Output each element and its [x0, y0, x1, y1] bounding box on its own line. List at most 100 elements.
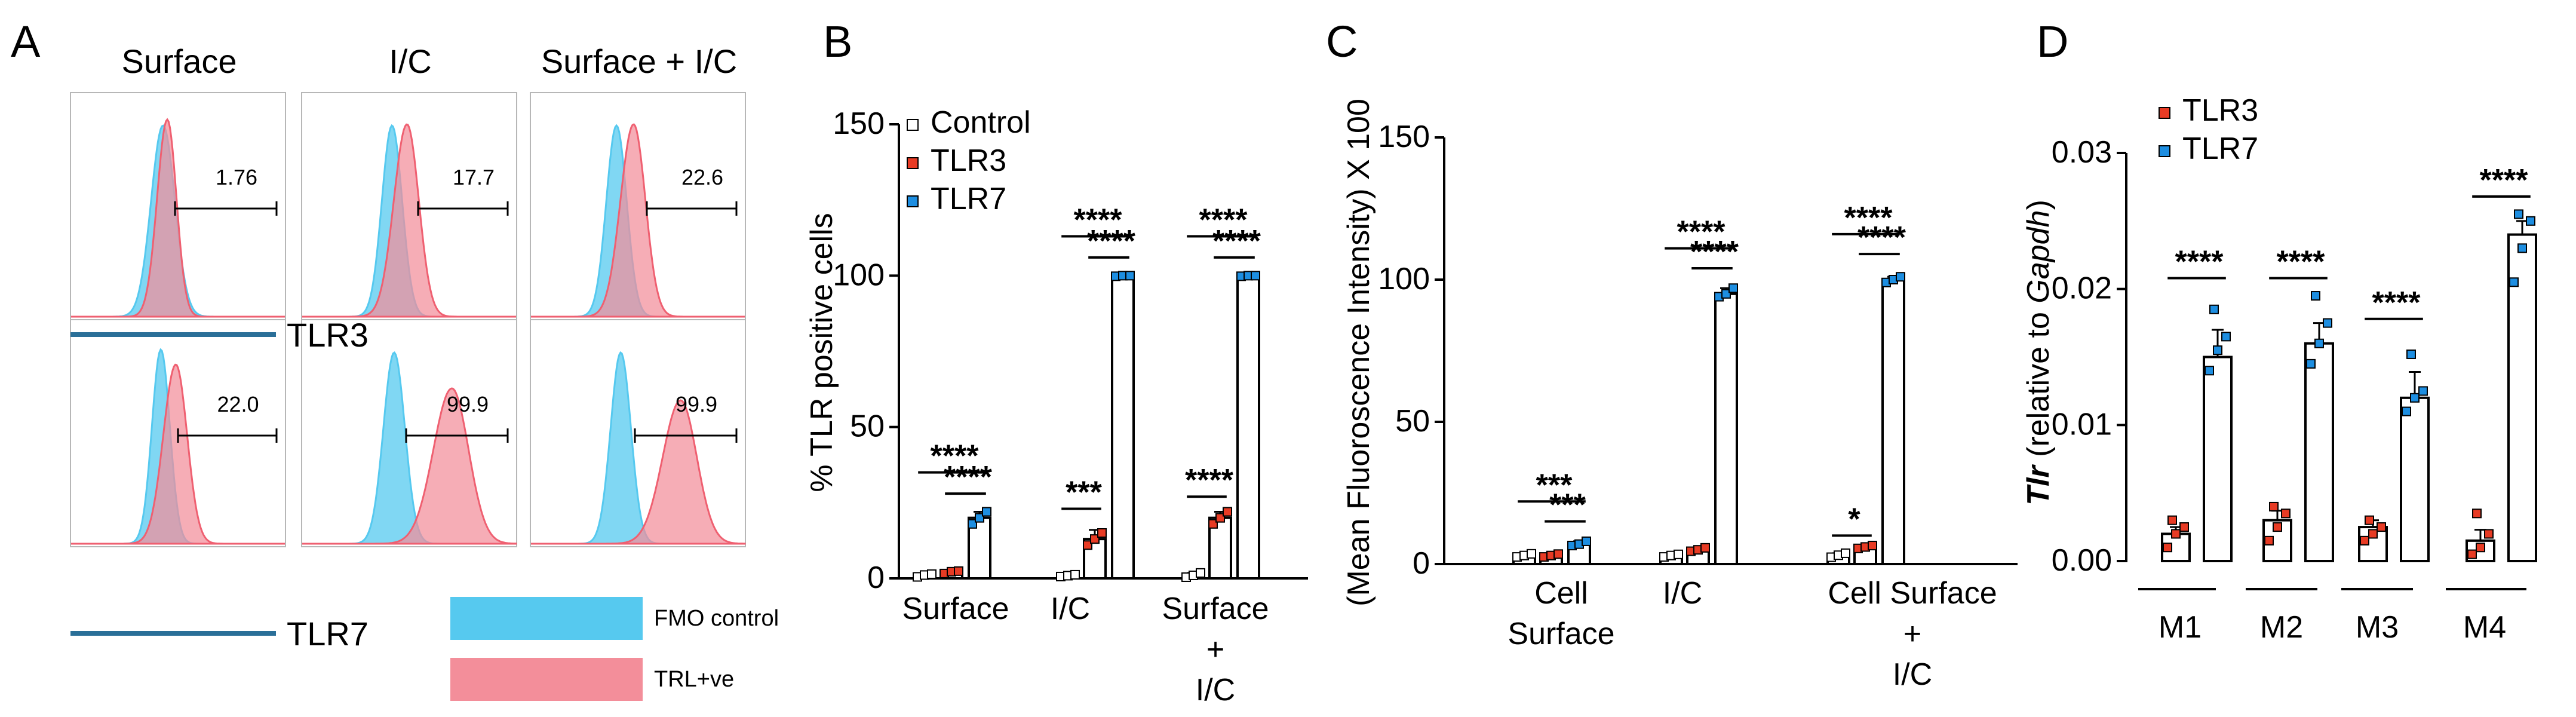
data-point-tlr7 — [2323, 318, 2332, 328]
x-category-label: + — [1206, 632, 1224, 667]
y-axis-label-gene: Tlr — [2021, 464, 2056, 505]
legend-label: TLR3 — [2182, 93, 2258, 128]
data-point-tlr3 — [2472, 508, 2482, 519]
y-tick-label: 50 — [850, 409, 885, 444]
bar-tlr7 — [2203, 356, 2233, 562]
x-category-label: I/C — [1663, 576, 1702, 611]
data-point-tlr3 — [1083, 540, 1092, 550]
legend-label: TRL+ve — [654, 667, 734, 692]
gate-percentage: 22.6 — [681, 165, 723, 189]
data-point-tlr3 — [2377, 522, 2386, 532]
significance-marker: **** — [1857, 220, 1906, 255]
trl-positive-histogram — [531, 123, 745, 318]
panel-c-chart — [1435, 136, 2018, 566]
x-category-label: I/C — [1051, 592, 1090, 626]
data-point-tlr3 — [1700, 543, 1710, 553]
significance-marker: *** — [1536, 468, 1573, 502]
trl-positive-histogram — [71, 118, 285, 318]
data-point-tlr3 — [2273, 522, 2282, 532]
data-point-tlr3 — [2179, 522, 2189, 532]
significance-marker: **** — [2480, 163, 2529, 198]
data-point-tlr3 — [1553, 549, 1563, 559]
data-point-tlr3 — [1223, 507, 1232, 517]
legend-marker-tlr7 — [2159, 145, 2170, 157]
data-point-tlr3 — [2467, 549, 2477, 559]
x-category-label: I/C — [1893, 657, 1932, 692]
bar-tlr7 — [1111, 274, 1135, 580]
significance-marker: **** — [2372, 286, 2421, 320]
data-point-tlr3 — [954, 566, 963, 576]
bar-tlr7 — [1714, 292, 1738, 565]
data-point-tlr7 — [2209, 304, 2219, 314]
data-point-control — [1674, 549, 1683, 559]
significance-marker: **** — [1677, 215, 1726, 250]
y-tick-label: 0.03 — [2052, 135, 2112, 170]
data-point-tlr7 — [2311, 291, 2320, 301]
histogram-panel — [301, 319, 517, 547]
data-point-tlr7 — [2509, 277, 2519, 287]
data-point-tlr3 — [2365, 515, 2374, 525]
y-tick-label: 0 — [1413, 546, 1430, 581]
data-point-tlr3 — [2368, 529, 2378, 539]
data-point-tlr3 — [2269, 501, 2279, 511]
data-point-tlr3 — [2281, 508, 2291, 519]
data-point-control — [1070, 569, 1080, 580]
gate-percentage: 1.76 — [216, 165, 257, 189]
panel-label: A — [11, 17, 41, 66]
legend-label: TLR7 — [2182, 131, 2258, 166]
y-axis-label-end: ) — [2021, 200, 2056, 210]
y-axis-label: % TLR positive cells — [805, 213, 839, 492]
panel-label: B — [823, 17, 852, 66]
significance-marker: **** — [931, 439, 980, 474]
data-point-tlr3 — [1868, 541, 1877, 551]
bar-tlr7 — [1236, 274, 1260, 580]
legend-label: Control — [931, 105, 1031, 140]
data-point-tlr3 — [2163, 543, 2172, 553]
data-point-tlr3 — [2264, 535, 2274, 546]
panel-label: C — [1326, 17, 1358, 66]
data-point-tlr7 — [2213, 345, 2222, 356]
panel-label: D — [2037, 17, 2068, 66]
significance-marker: **** — [1087, 224, 1136, 259]
histogram-panel — [70, 92, 286, 320]
x-category-label: I/C — [1196, 673, 1235, 707]
y-tick-label: 0.00 — [2052, 543, 2112, 578]
row-label: TLR3 — [287, 316, 369, 354]
x-category-label: + — [1903, 617, 1921, 651]
y-tick-label: 150 — [833, 106, 885, 141]
x-category-label: Surface — [902, 592, 1009, 626]
data-point-tlr3 — [2476, 543, 2485, 553]
x-category-label: M3 — [2356, 610, 2399, 645]
data-point-tlr7 — [968, 519, 977, 529]
data-point-tlr7 — [2205, 366, 2214, 376]
y-tick-label: 100 — [833, 258, 885, 292]
column-title: Surface — [122, 42, 237, 80]
column-title: Surface + I/C — [541, 42, 737, 80]
significance-marker: **** — [1844, 201, 1893, 235]
significance-marker: **** — [1690, 235, 1739, 269]
significance-marker: **** — [2175, 244, 2224, 279]
data-point-tlr3 — [2167, 515, 2177, 525]
significance-marker: **** — [1199, 203, 1248, 237]
data-point-tlr3 — [1215, 513, 1225, 523]
gate-percentage: 17.7 — [453, 165, 495, 189]
y-tick-label: 0 — [867, 560, 885, 595]
significance-marker: **** — [1185, 463, 1234, 498]
histogram-panel — [301, 92, 517, 320]
histogram-panel — [530, 319, 746, 547]
y-axis-label: Tlr (relative to Gapdh) — [2021, 200, 2056, 505]
data-point-control — [1841, 548, 1850, 558]
legend-label: TLR3 — [931, 143, 1006, 178]
trl-positive-histogram — [302, 387, 517, 545]
histogram-panel — [530, 92, 746, 320]
x-category-label: M1 — [2159, 610, 2202, 645]
gate-percentage: 22.0 — [217, 392, 259, 416]
y-tick-label: 0.01 — [2052, 407, 2112, 442]
data-point-tlr7 — [975, 513, 984, 523]
data-point-tlr7 — [2526, 216, 2535, 226]
data-point-tlr7 — [2418, 386, 2428, 396]
data-point-tlr7 — [2410, 393, 2420, 403]
trl-positive-histogram — [71, 363, 285, 545]
data-point-tlr7 — [1728, 283, 1738, 293]
data-point-tlr7 — [1896, 272, 1905, 282]
